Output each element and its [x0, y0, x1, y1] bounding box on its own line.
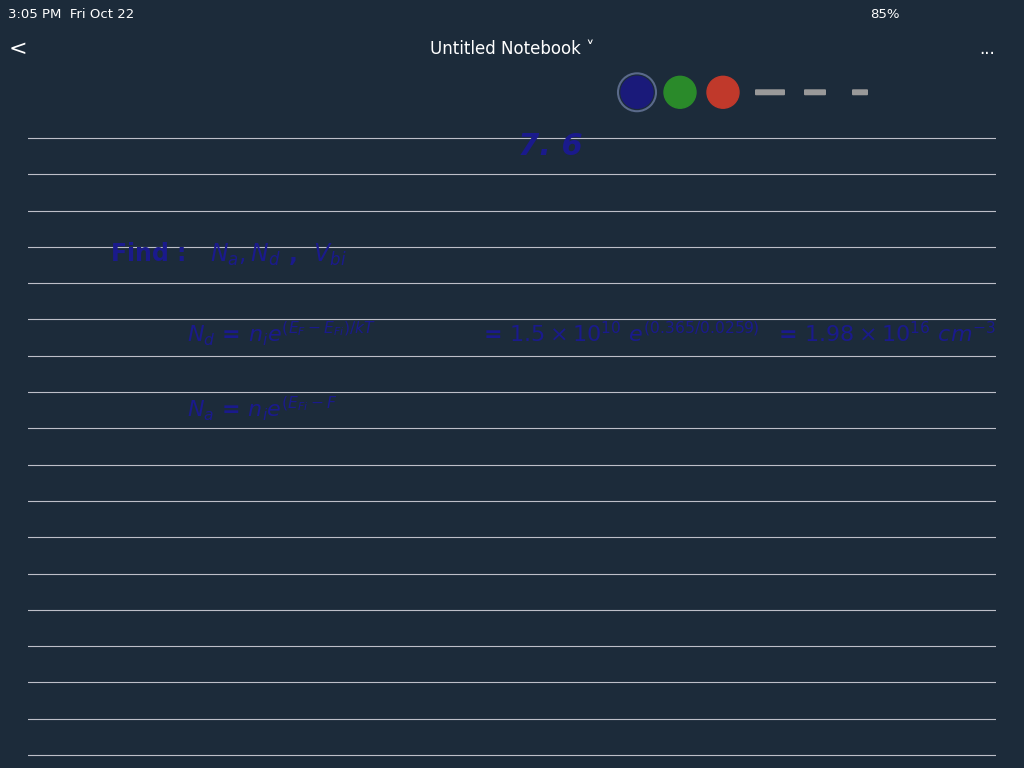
Circle shape: [664, 76, 696, 108]
Text: = $1.5\times10^{10}$ $e^{(0.365/0.0259)}$: = $1.5\times10^{10}$ $e^{(0.365/0.0259)}…: [483, 321, 760, 346]
Circle shape: [621, 76, 653, 108]
Text: 7. 6: 7. 6: [518, 132, 583, 161]
Circle shape: [707, 76, 739, 108]
Text: $\mathit{N_d}$ = $\mathit{n_i}$$e^{(E_F - E_{Fi})/kT}$: $\mathit{N_d}$ = $\mathit{n_i}$$e^{(E_F …: [187, 319, 377, 349]
Text: 85%: 85%: [870, 8, 899, 22]
Text: Untitled Notebook ˅: Untitled Notebook ˅: [430, 40, 594, 58]
Text: Find :   $\mathit{N_a, N_d}$ ,  $\mathit{V_{bi}}$: Find : $\mathit{N_a, N_d}$ , $\mathit{V_…: [110, 241, 346, 269]
FancyBboxPatch shape: [755, 89, 785, 95]
Text: ...: ...: [979, 40, 995, 58]
Text: = $1.98\times10^{16}$ $cm^{-3}$: = $1.98\times10^{16}$ $cm^{-3}$: [778, 321, 996, 346]
Text: $\mathit{N_a}$ = $\mathit{n_i}$$e^{(E_{Fi} - F}$: $\mathit{N_a}$ = $\mathit{n_i}$$e^{(E_{F…: [187, 394, 338, 422]
FancyBboxPatch shape: [852, 89, 868, 95]
FancyBboxPatch shape: [804, 89, 826, 95]
Text: 3:05 PM  Fri Oct 22: 3:05 PM Fri Oct 22: [8, 8, 134, 22]
Text: <: <: [8, 39, 28, 59]
